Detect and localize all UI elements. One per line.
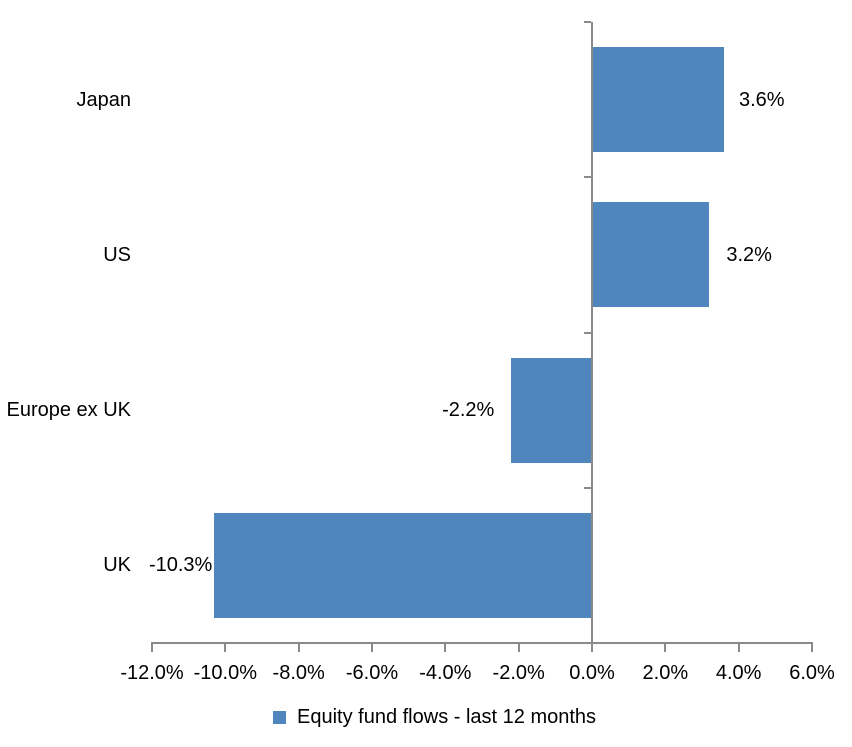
x-axis-tick-label: -12.0% xyxy=(120,662,184,684)
bar-us xyxy=(593,202,710,308)
x-axis-tick xyxy=(297,643,300,652)
x-axis-tick-label: 4.0% xyxy=(715,662,762,684)
x-axis-tick xyxy=(664,643,667,652)
x-axis-tick xyxy=(811,643,813,652)
x-axis-tick xyxy=(151,643,153,652)
value-label: -2.2% xyxy=(442,399,495,422)
category-axis-tick xyxy=(584,176,591,179)
category-label: US xyxy=(103,243,131,266)
category-axis-tick xyxy=(584,331,591,334)
x-axis-tick-label: -2.0% xyxy=(492,662,545,684)
category-axis-tick xyxy=(584,21,591,23)
bar-uk xyxy=(214,512,591,618)
category-label: Japan xyxy=(76,88,132,111)
x-axis-tick xyxy=(224,643,227,652)
legend-label: Equity fund flows - last 12 months xyxy=(297,706,597,728)
x-axis-tick xyxy=(737,643,740,652)
x-axis-tick xyxy=(444,643,447,652)
category-axis-tick xyxy=(584,486,591,489)
legend-swatch-icon xyxy=(273,710,286,724)
x-axis-tick xyxy=(517,643,520,652)
x-axis-line xyxy=(151,642,813,644)
bar-europe-ex-uk xyxy=(511,357,591,463)
value-label: -10.3% xyxy=(148,554,213,577)
bar-japan xyxy=(593,47,724,153)
category-label: Europe ex UK xyxy=(6,399,131,422)
x-axis-tick-label: 2.0% xyxy=(642,662,689,684)
category-label: UK xyxy=(103,554,131,577)
x-axis-tick-label: -4.0% xyxy=(419,662,472,684)
x-axis-tick-label: -8.0% xyxy=(272,662,325,684)
zero-axis-line xyxy=(591,22,593,652)
x-axis-tick-label: -6.0% xyxy=(345,662,399,684)
legend: Equity fund flows - last 12 months xyxy=(273,704,596,730)
value-label: 3.2% xyxy=(726,243,772,266)
x-axis-tick-label: 0.0% xyxy=(569,662,615,684)
x-axis-tick xyxy=(591,643,593,652)
x-axis-tick-label: 6.0% xyxy=(789,662,835,684)
x-axis-tick-label: -10.0% xyxy=(193,662,258,684)
x-axis-tick xyxy=(371,643,373,652)
value-label: 3.6% xyxy=(739,88,785,111)
